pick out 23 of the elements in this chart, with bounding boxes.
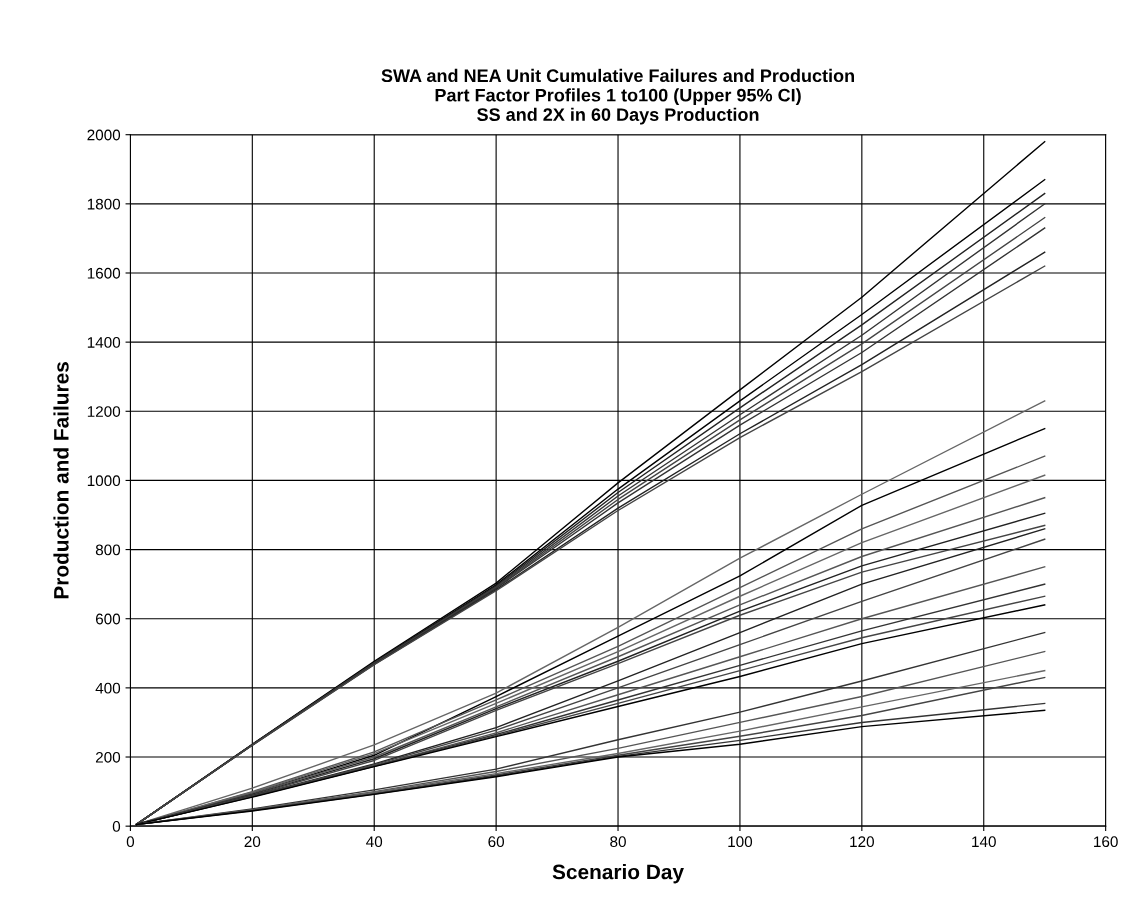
x-tick-label: 160 (1094, 836, 1118, 848)
y-tick-label: 1600 (87, 267, 121, 279)
chart-title: SWA and NEA Unit Cumulative Failures and Production Part Factor Profiles 1 to100 (Upper 95% CI) SS and 2X in 60 Days Production (381, 68, 854, 125)
x-tick-label: 60 (488, 836, 505, 848)
y-tick-label: 400 (95, 682, 121, 694)
x-tick-label: 40 (366, 836, 383, 848)
y-tick-label: 2000 (87, 129, 121, 141)
x-tick-label: 100 (728, 836, 753, 848)
x-axis-title: Scenario Day (552, 864, 684, 884)
x-tick-label: 0 (126, 836, 135, 848)
x-tick-label: 80 (610, 836, 626, 848)
y-tick-label: 1800 (87, 198, 121, 210)
x-tick-label: 20 (244, 836, 261, 848)
y-tick-label: 800 (95, 544, 121, 556)
y-tick-label: 1200 (87, 406, 121, 417)
y-tick-label: 1000 (87, 475, 121, 487)
x-tick-label: 120 (850, 836, 874, 848)
y-tick-label: 1400 (87, 337, 121, 348)
y-tick-label: 600 (95, 613, 121, 625)
y-tick-label: 200 (95, 751, 121, 763)
y-tick-label: 0 (112, 821, 121, 832)
y-axis-title: Production and Failures (53, 362, 69, 599)
x-tick-label: 140 (972, 836, 996, 848)
